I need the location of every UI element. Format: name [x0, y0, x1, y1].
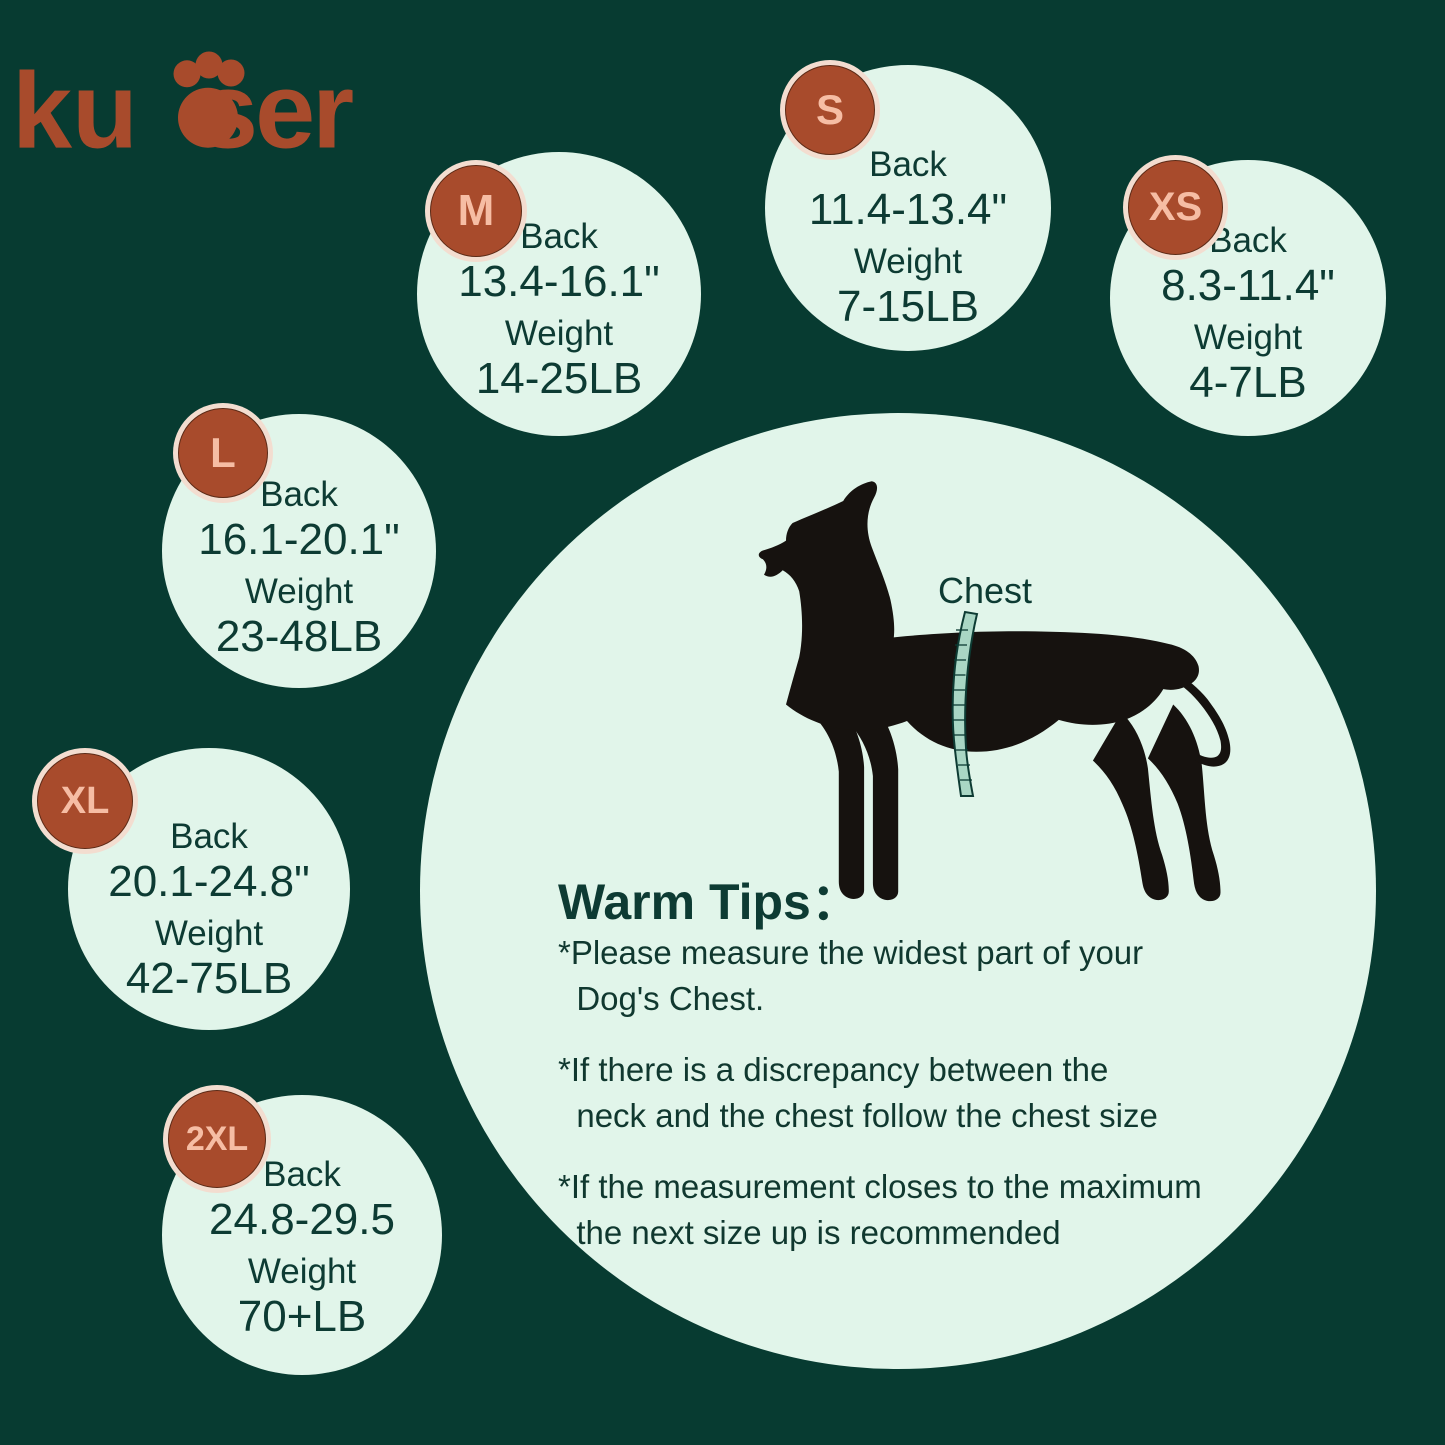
svg-text:k: k [12, 50, 73, 171]
svg-text:u: u [72, 50, 135, 171]
